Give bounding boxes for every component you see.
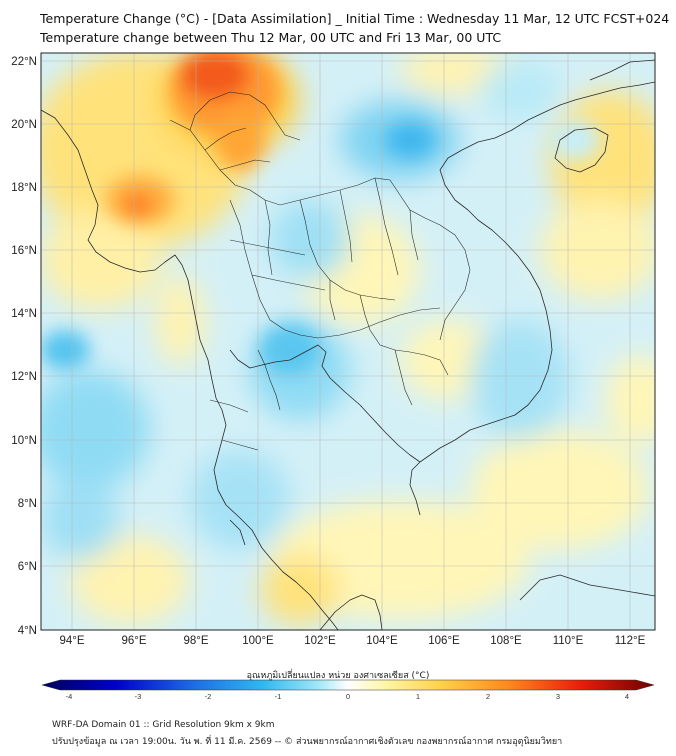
colorbar-tick: -1: [275, 692, 282, 700]
latitude-labels: 22°N 20°N 18°N 16°N 14°N 12°N 10°N 8°N 6…: [11, 56, 37, 637]
colorbar-ticks: -4 -3 -2 -1 0 1 2 3 4: [66, 692, 629, 700]
lon-label: 106°E: [428, 635, 460, 647]
longitude-labels: 94°E 96°E 98°E 100°E 102°E 104°E 106°E 1…: [59, 635, 645, 647]
graticule: [41, 53, 655, 630]
map-title: Temperature Change (°C) - [Data Assimila…: [40, 11, 670, 26]
lon-label: 108°E: [490, 635, 522, 647]
colorbar-tick: -2: [205, 692, 212, 700]
lon-label: 104°E: [366, 635, 398, 647]
temperature-change-map: 22°N 20°N 18°N 16°N 14°N 12°N 10°N 8°N 6…: [11, 52, 656, 700]
lat-label: 4°N: [18, 625, 37, 637]
colorbar-tick: 4: [625, 692, 629, 700]
lon-label: 102°E: [304, 635, 336, 647]
lat-label: 12°N: [11, 371, 37, 383]
lat-label: 22°N: [11, 56, 37, 68]
colorbar-title: อุณหภูมิเปลี่ยนแปลง หน่วย องศาเซลเซียส (…: [246, 671, 430, 681]
map-frame: [40, 52, 656, 631]
colorbar-ramp: [41, 679, 655, 691]
colorbar-tick: -4: [66, 692, 73, 700]
lon-label: 100°E: [242, 635, 274, 647]
lon-label: 112°E: [615, 635, 646, 647]
temperature-field: [41, 53, 655, 630]
admin-boundaries: [169, 91, 471, 451]
update-credit: ปรับปรุงข้อมูล ณ เวลา 19:00น. วัน พ. ที่…: [52, 737, 563, 747]
colorbar-tick: 0: [346, 692, 350, 700]
lat-label: 16°N: [11, 245, 37, 257]
lon-label: 98°E: [183, 635, 208, 647]
lat-label: 6°N: [18, 561, 37, 573]
map-subtitle: Temperature change between Thu 12 Mar, 0…: [40, 30, 502, 45]
coastlines: [41, 59, 655, 630]
lat-label: 20°N: [11, 119, 37, 131]
lat-label: 14°N: [11, 308, 37, 320]
colorbar-tick: 2: [486, 692, 490, 700]
lon-label: 94°E: [59, 635, 84, 647]
lat-label: 8°N: [18, 498, 37, 510]
lat-label: 18°N: [11, 182, 37, 194]
lon-label: 96°E: [121, 635, 146, 647]
lat-label: 10°N: [11, 435, 37, 447]
colorbar: -4 -3 -2 -1 0 1 2 3 4: [41, 679, 655, 700]
colorbar-tick: -3: [135, 692, 142, 700]
lon-label: 110°E: [553, 635, 584, 647]
colorbar-tick: 3: [556, 692, 560, 700]
model-info: WRF-DA Domain 01 :: Grid Resolution 9km …: [52, 720, 275, 730]
colorbar-tick: 1: [416, 692, 420, 700]
